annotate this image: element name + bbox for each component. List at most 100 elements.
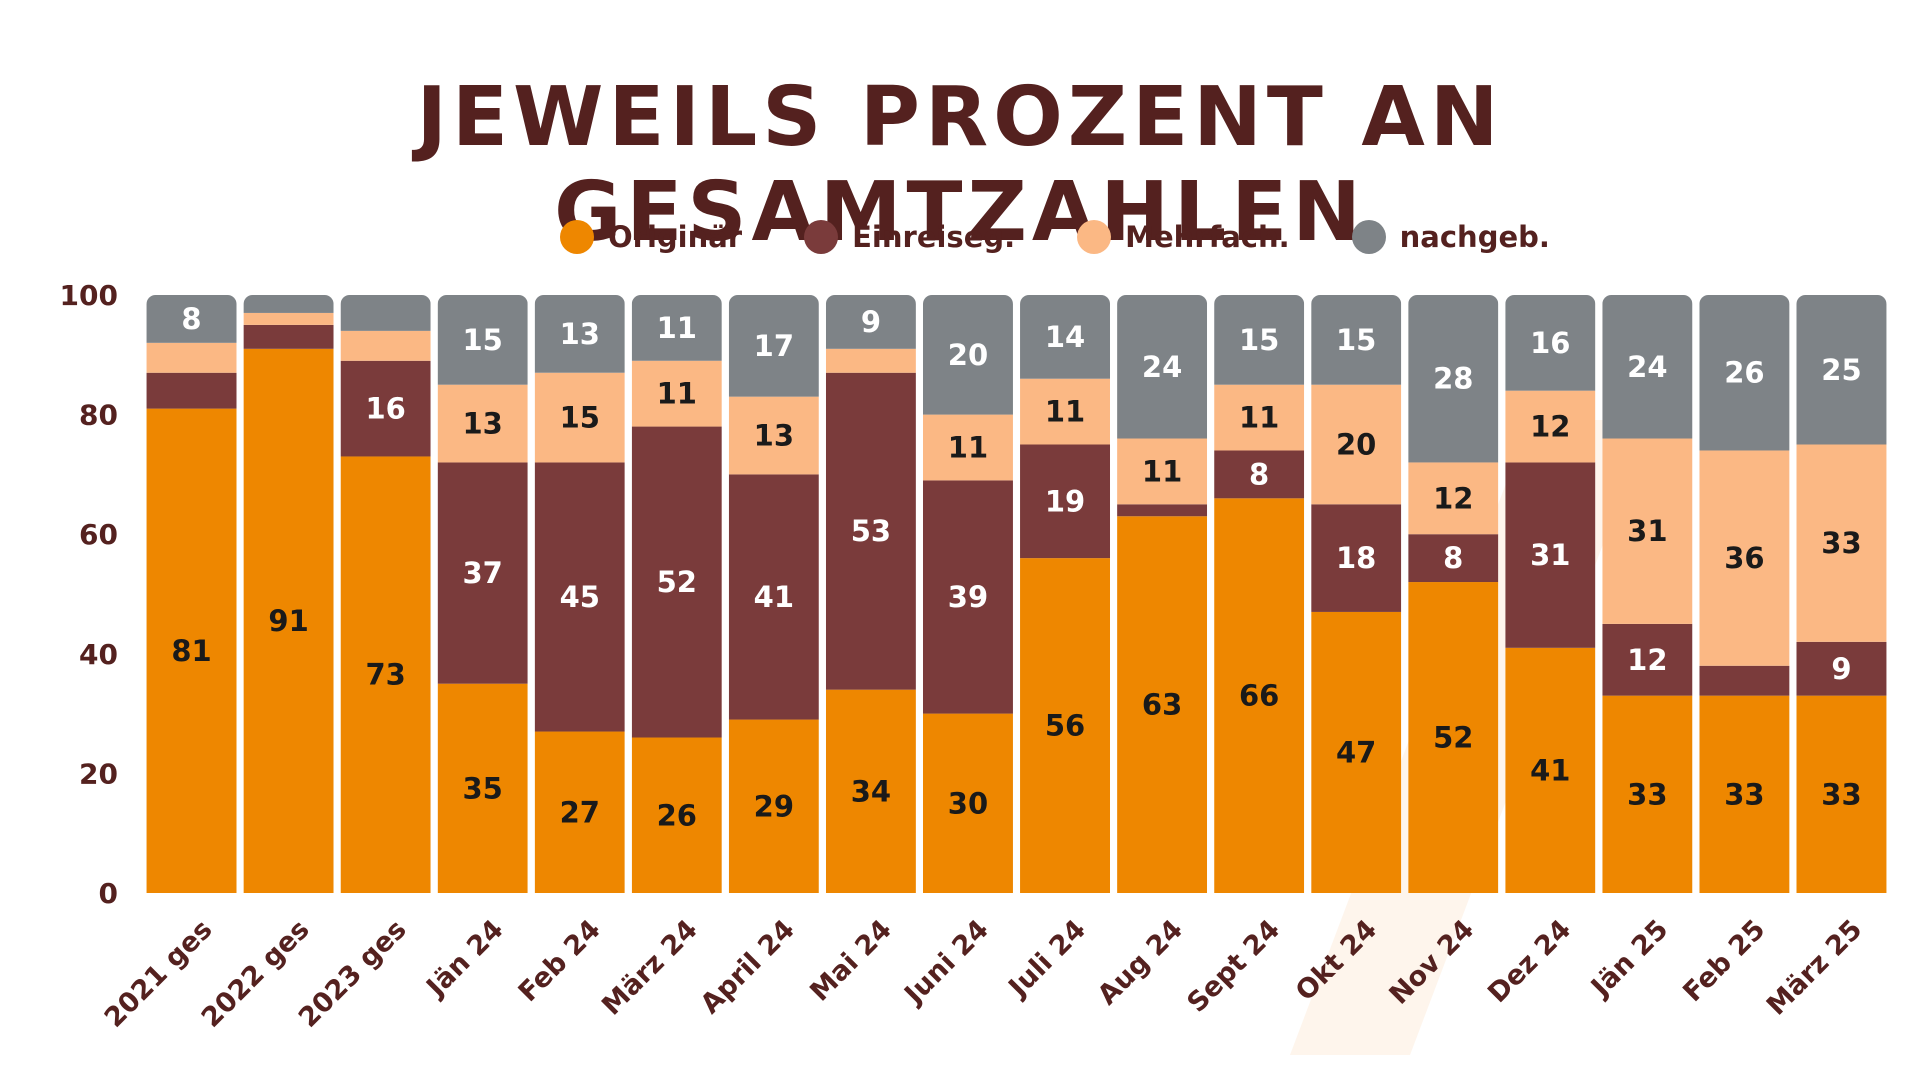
bar-segment (340, 330, 431, 361)
bar-segment (1408, 582, 1499, 893)
data-label: 16 (1530, 326, 1570, 360)
data-label: 33 (1821, 777, 1861, 811)
data-label: 12 (1433, 481, 1473, 515)
bar-segment (1408, 534, 1499, 583)
legend-label-mehrfach: Mehrfach. (1125, 220, 1290, 254)
data-label: 52 (657, 565, 697, 599)
bar-segment (1214, 450, 1305, 499)
bar-segment (825, 348, 916, 373)
bar-segment (437, 295, 528, 385)
y-tick-label: 20 (79, 757, 118, 790)
legend: Originär Einreiseg. Mehrfach. nachgeb. (560, 212, 1612, 262)
data-label: 12 (1627, 643, 1667, 677)
x-tick-label: Juli 24 (1002, 914, 1092, 1004)
chart-title: JEWEILS PROZENT AN GESAMTZAHLEN (416, 70, 1504, 260)
bar-segment (631, 295, 722, 361)
data-label: 13 (560, 317, 600, 351)
data-label: 53 (851, 514, 891, 548)
data-label: 17 (754, 329, 794, 363)
bar-segment (1699, 665, 1790, 696)
legend-label-originaer: Originär (608, 220, 743, 254)
bar-stack (340, 295, 431, 893)
data-label: 11 (657, 311, 697, 345)
bar-segment (340, 360, 431, 457)
legend-item-originaer: Originär (560, 220, 742, 254)
bar-stack (1796, 295, 1887, 893)
bar-segment (1602, 695, 1693, 893)
bar-stack (1020, 295, 1111, 893)
data-label: 15 (560, 401, 600, 435)
x-tick-label: Juni 24 (898, 914, 995, 1011)
bar-segment (1505, 295, 1596, 391)
x-tick-label: Dez 24 (1482, 914, 1577, 1009)
bar-segment (1602, 295, 1693, 439)
data-label: 24 (1627, 350, 1667, 384)
bar-segment (825, 372, 916, 690)
data-label: 19 (1045, 484, 1085, 518)
x-tick-label: Mai 24 (804, 914, 898, 1008)
data-label: 35 (463, 771, 503, 805)
bar-segment (922, 295, 1013, 415)
bar-segment (922, 414, 1013, 481)
y-tick-label: 80 (79, 399, 118, 432)
data-label: 11 (948, 430, 988, 464)
x-tick-label: Jän 25 (1584, 914, 1674, 1004)
bar-stack (631, 295, 722, 893)
x-tick-label: April 24 (695, 914, 801, 1020)
bar-stack (146, 295, 237, 893)
data-label: 20 (1336, 428, 1376, 462)
bar-segment (340, 456, 431, 893)
data-label: 20 (948, 338, 988, 372)
bar-stack (922, 295, 1013, 893)
bar-segment (243, 295, 334, 313)
bar-stack (437, 295, 528, 893)
bar-segment (1796, 444, 1887, 642)
bar-segment (1796, 695, 1887, 893)
bar-stack (1214, 295, 1305, 893)
data-label: 39 (948, 580, 988, 614)
data-label: 9 (861, 305, 881, 339)
bar-segment (631, 737, 722, 893)
data-label: 47 (1336, 735, 1376, 769)
legend-swatch-mehrfach (1077, 220, 1112, 254)
bar-stack (1311, 295, 1402, 893)
data-label: 24 (1142, 350, 1182, 384)
bar-segment (1699, 450, 1790, 666)
data-label: 52 (1433, 721, 1473, 755)
bar-segment (146, 408, 237, 893)
data-label: 26 (657, 798, 697, 832)
bar-segment (728, 719, 819, 893)
bar-segment (1505, 647, 1596, 893)
legend-label-nachgeb: nachgeb. (1399, 220, 1550, 254)
data-label: 41 (1530, 753, 1570, 787)
bar-segment (1311, 295, 1402, 385)
bar-stack (1408, 295, 1499, 893)
x-tick-label: Feb 24 (513, 914, 607, 1008)
data-label: 33 (1821, 526, 1861, 560)
x-tick-label: Sept 24 (1181, 914, 1286, 1019)
bar-segment (1699, 295, 1790, 451)
bar-segment (340, 295, 431, 331)
bar-stack (1505, 295, 1596, 893)
bar-segment (1214, 384, 1305, 451)
bar-segment (534, 462, 625, 732)
bar-segment (1505, 462, 1596, 648)
bar-segment (437, 462, 528, 684)
data-label: 26 (1724, 356, 1764, 390)
data-label: 8 (181, 302, 201, 336)
legend-swatch-einreiseg (804, 220, 839, 254)
bar-stack (243, 295, 334, 893)
bar-segment (1602, 438, 1693, 624)
bar-stack (1699, 295, 1790, 893)
bar-segment (728, 396, 819, 475)
data-label: 56 (1045, 709, 1085, 743)
bar-segment (825, 689, 916, 893)
bar-segment (243, 348, 334, 893)
data-label: 11 (1142, 454, 1182, 488)
data-label: 13 (754, 419, 794, 453)
data-label: 12 (1530, 410, 1570, 444)
bar-segment (728, 474, 819, 720)
bar-segment (1020, 444, 1111, 559)
bar-stack (1602, 295, 1693, 893)
bar-stack (1117, 295, 1208, 893)
